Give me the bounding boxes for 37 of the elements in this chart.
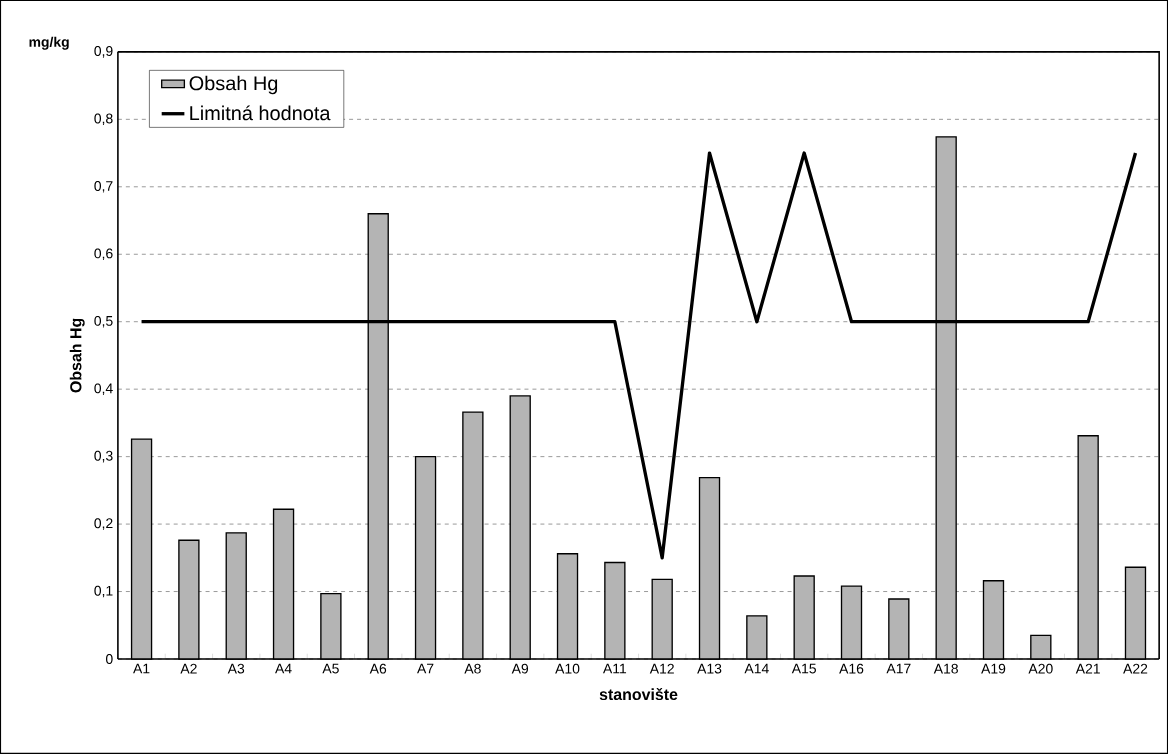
y-tick-label: 0,6 [94,248,113,261]
legend-label: Limitná hodnota [190,105,331,121]
x-tick-label: A16 [839,663,864,674]
y-axis-title: Obsah Hg [69,318,85,393]
x-tick-label: A20 [1028,663,1053,674]
x-tick-label: A8 [464,663,481,674]
x-tick-label: A4 [275,663,292,674]
x-tick-label: A7 [417,663,434,674]
x-tick-label: A22 [1123,663,1148,674]
x-tick-label: A18 [933,663,958,674]
x-tick-label: A12 [649,663,674,674]
legend-label: Obsah Hg [189,75,278,95]
x-tick-label: A2 [180,663,197,674]
x-tick-label: A5 [322,663,339,674]
x-tick-label: A21 [1075,663,1100,674]
x-tick-label: A3 [227,663,245,674]
y-tick-label: 0 [105,654,113,664]
y-tick-label: 0,4 [94,383,113,395]
x-tick-label: A17 [886,663,911,674]
x-tick-label: A13 [697,663,722,674]
y-tick-label: 0,7 [94,181,113,193]
x-tick-label: A19 [981,663,1006,674]
x-tick-label: A11 [602,663,627,674]
y-tick-label: 0,8 [94,113,113,126]
x-axis-title: stanovište [599,688,678,701]
y-tick-label: 0,9 [94,46,113,58]
x-tick-label: A10 [555,663,580,674]
text: mg/kg [29,36,69,50]
y-tick-label: 0,2 [94,518,113,530]
x-tick-label: A9 [511,663,529,674]
x-tick-label: A14 [744,663,769,674]
x-tick-label: A6 [369,663,387,674]
y-tick-label: 0,5 [94,316,113,328]
y-tick-label: 0,1 [94,585,113,598]
y-tick-label: 0,3 [94,450,113,463]
x-tick-label: A1 [133,663,150,674]
x-tick-label: A15 [791,663,816,674]
